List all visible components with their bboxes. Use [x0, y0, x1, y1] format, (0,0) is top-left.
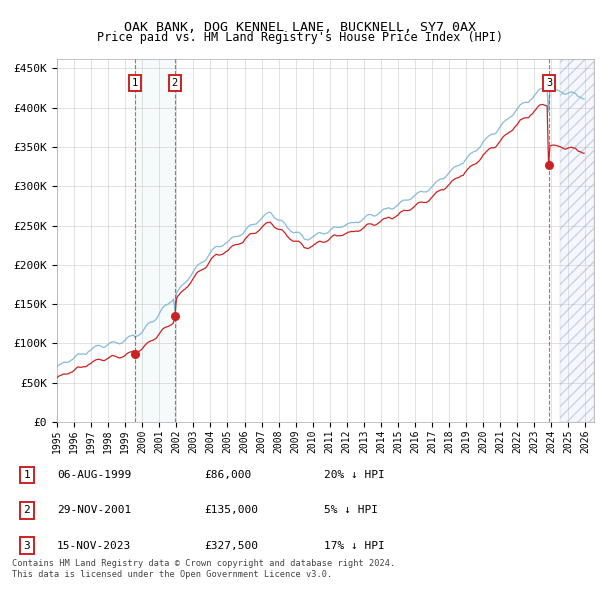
- Text: 29-NOV-2001: 29-NOV-2001: [57, 506, 131, 515]
- Text: 1: 1: [132, 78, 139, 87]
- Text: 2: 2: [172, 78, 178, 87]
- Text: 06-AUG-1999: 06-AUG-1999: [57, 470, 131, 480]
- Text: 1: 1: [23, 470, 31, 480]
- Text: 20% ↓ HPI: 20% ↓ HPI: [324, 470, 385, 480]
- Text: OAK BANK, DOG KENNEL LANE, BUCKNELL, SY7 0AX: OAK BANK, DOG KENNEL LANE, BUCKNELL, SY7…: [124, 21, 476, 34]
- Text: 15-NOV-2023: 15-NOV-2023: [57, 541, 131, 550]
- Text: £86,000: £86,000: [204, 470, 251, 480]
- Text: £135,000: £135,000: [204, 506, 258, 515]
- Text: 3: 3: [23, 541, 31, 550]
- Text: 17% ↓ HPI: 17% ↓ HPI: [324, 541, 385, 550]
- Bar: [560, 59, 594, 422]
- Text: Contains HM Land Registry data © Crown copyright and database right 2024.
This d: Contains HM Land Registry data © Crown c…: [12, 559, 395, 579]
- Text: 5% ↓ HPI: 5% ↓ HPI: [324, 506, 378, 515]
- Text: £327,500: £327,500: [204, 541, 258, 550]
- Text: 3: 3: [546, 78, 552, 87]
- Text: 2: 2: [23, 506, 31, 515]
- Text: Price paid vs. HM Land Registry's House Price Index (HPI): Price paid vs. HM Land Registry's House …: [97, 31, 503, 44]
- Bar: [135, 59, 175, 422]
- Bar: [560, 59, 594, 422]
